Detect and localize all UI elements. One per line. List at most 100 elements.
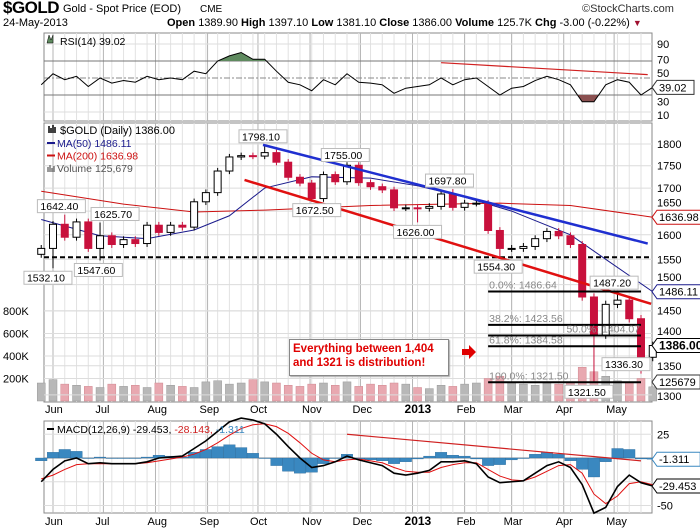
distribution-annotation: Everything between 1,404 and 1321 is dis…: [289, 339, 449, 376]
macd-histogram-bar: [211, 446, 224, 459]
price-tick-label: 1400: [657, 326, 681, 338]
ma50-line: [41, 176, 654, 293]
volume-bar: [154, 382, 164, 402]
extreme-label: 1625.70: [94, 209, 132, 221]
volume-bar: [283, 385, 293, 402]
candle-body: [437, 193, 446, 207]
x-tick-label: May: [606, 516, 627, 528]
high-label: High: [241, 17, 266, 29]
volume-bar: [95, 387, 105, 402]
macd-histogram-bar: [246, 453, 259, 459]
x-tick-label: 2013: [405, 402, 432, 416]
macd-histogram-bar: [117, 457, 130, 459]
candle-body: [625, 299, 634, 320]
volume-tick-label: 200K: [3, 374, 29, 386]
candle-body: [190, 201, 199, 228]
candle-body: [319, 174, 328, 200]
rsi-tick-label: 10: [657, 110, 669, 122]
volume-bar: [624, 381, 634, 402]
volume-bar: [366, 383, 375, 402]
price-tick-label: 1600: [657, 230, 681, 242]
x-tick-label: May: [606, 404, 627, 416]
close-tag: 1386.00: [659, 339, 700, 353]
macd-histogram-bar: [94, 456, 106, 459]
candle-body: [331, 174, 340, 183]
extreme-label: 1336.30: [605, 359, 643, 371]
candle-body: [425, 205, 434, 209]
macd-histogram-bar: [388, 457, 400, 464]
candle-body: [472, 202, 481, 205]
candle-body: [295, 176, 304, 184]
candle-body: [613, 299, 622, 305]
volume-tick-label: 400K: [3, 351, 29, 363]
ma50-legend: MA(50) 1486.11: [57, 138, 132, 150]
volume-label: Volume: [455, 17, 495, 29]
change-value: -3.00 (-0.22%): [559, 17, 630, 29]
macd-tick-label: -50: [657, 501, 673, 513]
candle-body: [495, 229, 504, 249]
price-tick-label: 1800: [657, 139, 681, 151]
extreme-label: 1487.20: [593, 278, 631, 290]
volume-bar: [60, 383, 70, 402]
volume-bar: [519, 383, 528, 402]
volume-bar: [401, 383, 411, 402]
volume-bar: [319, 382, 328, 402]
close-label: Close: [379, 17, 410, 29]
extreme-label: 1321.50: [568, 387, 606, 399]
x-tick-label: Jul: [95, 516, 109, 528]
volume-bar: [554, 383, 563, 402]
volume-bar: [236, 382, 246, 402]
candle-body: [131, 239, 140, 245]
volume-bar: [142, 387, 152, 402]
volume-bar: [413, 387, 422, 402]
panel-frame: [43, 420, 653, 514]
macd-line: [40, 417, 653, 515]
macd-histogram-bar: [305, 457, 318, 473]
extreme-label-box: [73, 262, 123, 277]
price-tick-label: 1750: [657, 161, 681, 173]
x-tick-label: Oct: [250, 404, 267, 416]
x-tick-label: Sep: [200, 516, 220, 528]
change-label: Chg: [535, 17, 557, 29]
macd-histogram-bar: [376, 457, 389, 461]
candle-body: [119, 239, 128, 246]
rsi-tick-label: 90: [657, 39, 669, 51]
volume-bar: [495, 376, 505, 402]
macd-histogram-bar: [141, 456, 154, 459]
macd-legend: MACD(12,26,9) -29.453, -28.143, -1.311: [57, 424, 245, 436]
macd-histogram-bar: [235, 447, 248, 459]
macd-legend-part: MACD(12,26,9): [57, 424, 133, 436]
volume-bar: [272, 382, 281, 402]
volume-bar: [178, 386, 187, 402]
volume-bar: [189, 387, 199, 402]
macd-histogram-bar: [423, 455, 436, 459]
volume-bar: [577, 367, 587, 402]
extreme-label-box: [393, 224, 443, 239]
volume-bar: [107, 383, 117, 402]
candle-body: [507, 247, 516, 250]
instrument-name: Gold - Spot Price (EOD): [63, 3, 181, 15]
ma50-tag: 1486.11: [659, 287, 698, 299]
volume-bar: [354, 386, 364, 402]
volume-bar: [436, 385, 446, 402]
red-support-trendline: [244, 178, 652, 306]
extreme-label: 1755.00: [324, 150, 362, 162]
macd-tick-label: 25: [657, 429, 669, 441]
macd-histogram-bar: [517, 457, 530, 459]
volume-bar: [342, 381, 352, 402]
x-tick-label: Jul: [95, 404, 109, 416]
candle-body: [542, 230, 551, 240]
candle-body: [307, 182, 316, 200]
copyright[interactable]: ©StockCharts.com: [582, 3, 674, 15]
volume-bar: [225, 383, 234, 402]
price-tick-label: 1300: [657, 391, 681, 403]
macd-histogram-bar: [105, 457, 118, 459]
candle-body: [531, 238, 540, 247]
macd-histogram-bar: [458, 455, 471, 459]
extreme-label: 1672.50: [296, 205, 334, 217]
extreme-label-box: [424, 173, 474, 188]
candle-body: [284, 161, 293, 178]
close-tag-box: [651, 338, 700, 354]
volume-bar: [472, 382, 481, 402]
volume-bar: [260, 381, 269, 402]
